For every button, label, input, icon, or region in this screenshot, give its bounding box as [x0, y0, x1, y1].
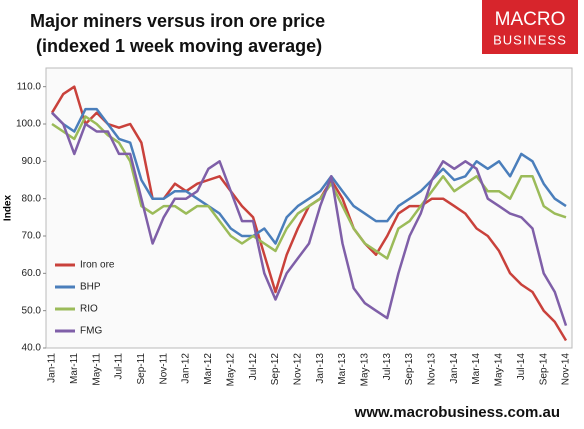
- x-tick-label: Jan-11: [47, 353, 58, 383]
- series-line: [51, 107, 567, 245]
- x-tick-label: Sep-11: [136, 353, 147, 385]
- legend-label: RIO: [80, 304, 98, 315]
- x-tick-label: Mar-11: [69, 353, 80, 384]
- x-tick-label: May-13: [360, 353, 371, 387]
- x-tick-label: Mar-12: [203, 353, 214, 385]
- logo-box: [482, 0, 578, 54]
- footer: www.macrobusiness.com.au: [354, 404, 560, 421]
- x-tick-label: Sep-14: [538, 353, 549, 386]
- logo-text: BUSINESS: [493, 32, 567, 47]
- x-tick-label: Jul-12: [248, 353, 259, 381]
- x-tick-label: Sep-12: [270, 353, 281, 386]
- logo-text: MACRO: [495, 9, 566, 30]
- x-tick-label: Jul-11: [114, 353, 125, 380]
- y-tick-label: 40.0: [22, 343, 42, 354]
- x-tick-label: Nov-14: [561, 353, 572, 386]
- series-line: [51, 111, 568, 326]
- x-tick-label: May-12: [225, 353, 236, 387]
- legend-label: Iron ore: [80, 260, 115, 271]
- y-tick-label: 50.0: [22, 305, 42, 316]
- x-tick-label: Jul-14: [516, 353, 527, 381]
- x-tick-label: Jul-13: [382, 353, 393, 381]
- x-tick-label: Mar-14: [471, 353, 482, 385]
- y-tick-label: 70.0: [22, 231, 42, 242]
- y-tick-label: 60.0: [22, 268, 42, 279]
- y-axis-label: Index: [3, 195, 14, 222]
- y-tick-label: 110.0: [17, 81, 42, 92]
- legend-label: BHP: [80, 282, 101, 293]
- y-tick-label: 100.0: [16, 119, 41, 130]
- x-tick-label: Jan-12: [181, 353, 192, 384]
- chart-subtitle: (indexed 1 week moving average): [36, 36, 322, 56]
- x-tick-label: Nov-12: [292, 353, 303, 386]
- x-tick-label: Jan-13: [315, 353, 326, 384]
- x-tick-label: Mar-13: [337, 353, 348, 385]
- x-tick-label: Nov-11: [158, 353, 169, 385]
- y-tick-label: 80.0: [22, 193, 42, 204]
- x-tick-label: May-11: [91, 353, 102, 386]
- x-tick-label: Jan-14: [449, 353, 460, 384]
- x-tick-label: Nov-13: [427, 353, 438, 386]
- y-tick-label: 90.0: [22, 156, 42, 167]
- legend-label: FMG: [80, 326, 102, 337]
- x-tick-label: May-14: [494, 353, 505, 387]
- chart-title: Major miners versus iron ore price: [30, 11, 325, 31]
- x-tick-label: Sep-13: [404, 353, 415, 386]
